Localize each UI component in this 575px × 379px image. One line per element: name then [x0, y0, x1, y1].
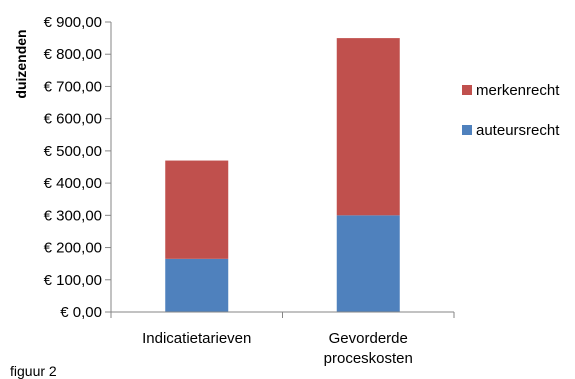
legend-swatch-merkenrecht — [462, 85, 472, 95]
y-tick-label: € 100,00 — [44, 272, 102, 289]
bar-merkenrecht-1 — [336, 38, 400, 216]
bar-auteursrecht-0 — [165, 258, 229, 312]
bar-auteursrecht-1 — [336, 215, 400, 312]
legend-swatch-auteursrecht — [462, 125, 472, 135]
y-tick-label: € 400,00 — [44, 175, 102, 192]
figure-caption: figuur 2 — [10, 363, 57, 379]
bar-merkenrecht-0 — [165, 160, 229, 259]
x-category-label: Indicatietarieven — [142, 330, 251, 347]
legend-label-auteursrecht: auteursrecht — [476, 122, 560, 139]
y-tick-label: € 0,00 — [60, 304, 102, 321]
y-tick-label: € 700,00 — [44, 78, 102, 95]
y-axis-label: duizenden — [13, 29, 29, 98]
y-tick-label: € 600,00 — [44, 111, 102, 128]
y-tick-label: € 200,00 — [44, 240, 102, 257]
y-tick-label: € 800,00 — [44, 46, 102, 63]
legend-label-merkenrecht: merkenrecht — [476, 82, 560, 99]
y-tick-label: € 300,00 — [44, 207, 102, 224]
x-category-label: proceskosten — [324, 350, 413, 367]
y-tick-label: € 900,00 — [44, 14, 102, 31]
x-category-label: Gevorderde — [329, 330, 408, 347]
y-tick-label: € 500,00 — [44, 143, 102, 160]
